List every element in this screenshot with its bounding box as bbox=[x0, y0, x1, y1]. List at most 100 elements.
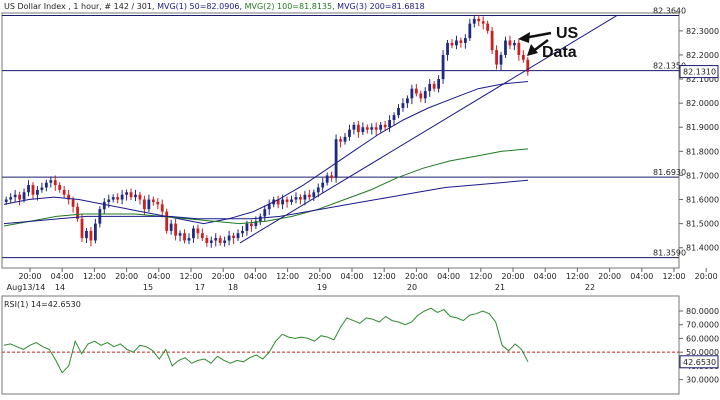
candle-body bbox=[325, 175, 329, 183]
candle-body bbox=[370, 127, 374, 130]
price-xtick-label: 04:00 bbox=[534, 272, 557, 281]
candle-body bbox=[102, 201, 106, 210]
last-price-label: 82.1310 bbox=[683, 68, 716, 77]
header-symbol: US Dollar Index , 1 hour, # 142 / 301, M… bbox=[4, 2, 425, 11]
candle-body bbox=[321, 182, 325, 188]
candle-body bbox=[526, 59, 530, 72]
rsi-ytick-label: 60.0000 bbox=[686, 334, 719, 343]
rsi-panel-frame bbox=[1, 295, 680, 395]
level-label: 81.3590 bbox=[653, 249, 686, 258]
price-ytick-label: 82.1000 bbox=[686, 75, 719, 84]
price-xtick-label: 20:00 bbox=[598, 272, 621, 281]
level-label: 82.1350 bbox=[653, 62, 686, 71]
price-xtick-label: 12:00 bbox=[83, 272, 106, 281]
mvg2-label: MVG(2) 100=81.8135, bbox=[245, 2, 335, 11]
price-ytick-label: 82.3000 bbox=[686, 27, 719, 36]
candle-body bbox=[414, 88, 418, 94]
candle-body bbox=[80, 218, 84, 239]
candle-body bbox=[27, 185, 30, 193]
price-xtick-label: 12:00 bbox=[469, 272, 492, 281]
candle-body bbox=[343, 136, 347, 142]
price-date-label: 14 bbox=[55, 283, 65, 292]
candle-body bbox=[209, 240, 213, 243]
candle-body bbox=[18, 194, 22, 200]
candle-body bbox=[401, 103, 405, 108]
price-ytick-label: 81.6000 bbox=[686, 196, 719, 205]
candle-body bbox=[481, 21, 485, 24]
candle-body bbox=[134, 194, 137, 198]
price-ytick-label: 81.9000 bbox=[686, 123, 719, 132]
candle-body bbox=[49, 180, 53, 183]
mvg3-label: MVG(3) 200=81.6818 bbox=[337, 2, 425, 11]
rsi-last-box bbox=[679, 355, 719, 369]
level-label: 81.6930 bbox=[653, 168, 686, 177]
candle-body bbox=[200, 233, 204, 239]
annotation-line1: US bbox=[556, 25, 579, 42]
candle-body bbox=[36, 189, 39, 195]
candle-body bbox=[44, 182, 48, 188]
candle-body bbox=[490, 30, 494, 51]
candle-body bbox=[138, 194, 142, 200]
candle-body bbox=[437, 79, 441, 89]
candle-body bbox=[71, 199, 75, 207]
candle-body bbox=[339, 139, 342, 142]
candle-body bbox=[521, 54, 525, 60]
price-xtick-label: 04:00 bbox=[340, 272, 363, 281]
candle-body bbox=[352, 124, 356, 130]
price-xtick-label: 20:00 bbox=[115, 272, 138, 281]
candle-body bbox=[129, 192, 133, 198]
candle-body bbox=[223, 240, 227, 243]
price-xtick-label: 12:00 bbox=[373, 272, 396, 281]
rsi-ytick-label: 70.0000 bbox=[686, 321, 719, 330]
mvg1-label: MVG(1) 50=82.0906, bbox=[157, 2, 242, 11]
price-ytick-label: 81.7000 bbox=[686, 171, 719, 180]
candle-body bbox=[116, 197, 120, 200]
candle-body bbox=[383, 124, 387, 128]
candle-body bbox=[508, 40, 512, 46]
annotation-line2: Data bbox=[542, 44, 577, 61]
price-date-label: 21 bbox=[495, 283, 505, 292]
level-label: 82.3640 bbox=[653, 6, 686, 15]
candle-body bbox=[410, 88, 414, 99]
candle-body bbox=[512, 42, 516, 46]
candle-body bbox=[428, 83, 432, 92]
candle-body bbox=[459, 40, 463, 43]
candle-body bbox=[62, 189, 66, 195]
candle-body bbox=[93, 223, 97, 241]
price-xtick-label: 20:00 bbox=[212, 272, 235, 281]
candle-body bbox=[214, 238, 218, 241]
candle-body bbox=[58, 185, 62, 190]
candle-body bbox=[299, 197, 302, 200]
candle-body bbox=[143, 199, 146, 210]
candle-body bbox=[53, 180, 57, 186]
candle-body bbox=[147, 199, 151, 210]
candle-body bbox=[397, 107, 400, 116]
price-xtick-label: 20:00 bbox=[695, 272, 718, 281]
candle-body bbox=[472, 18, 476, 24]
candle-body bbox=[205, 238, 209, 243]
price-xtick-label: 20:00 bbox=[501, 272, 524, 281]
candle-body bbox=[392, 115, 396, 121]
candle-body bbox=[455, 40, 458, 46]
candle-body bbox=[365, 127, 369, 130]
candle-body bbox=[379, 124, 383, 130]
candle-body bbox=[22, 192, 26, 200]
ma200-line bbox=[3, 179, 529, 225]
candle-body bbox=[316, 187, 320, 193]
candle-body bbox=[187, 238, 191, 241]
candle-body bbox=[446, 42, 449, 55]
candle-body bbox=[517, 42, 521, 55]
price-xtick-label: 04:00 bbox=[437, 272, 460, 281]
candle-body bbox=[468, 23, 472, 39]
rsi-ytick-label: 50.0000 bbox=[686, 348, 719, 357]
candle-body bbox=[281, 199, 285, 205]
price-ytick-label: 81.4000 bbox=[686, 244, 719, 253]
last-price-box bbox=[679, 65, 719, 79]
candle-body bbox=[183, 233, 186, 241]
candle-body bbox=[241, 230, 244, 234]
candle-body bbox=[249, 223, 253, 227]
candle-body bbox=[432, 83, 436, 89]
candle-body bbox=[245, 223, 249, 231]
candle-body bbox=[356, 124, 360, 133]
